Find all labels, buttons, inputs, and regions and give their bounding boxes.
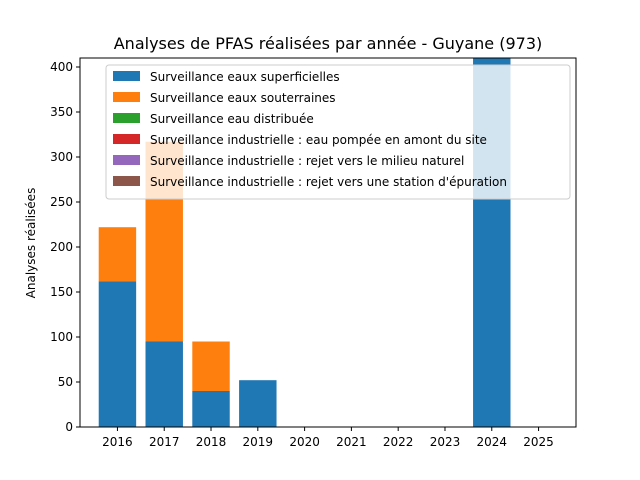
y-tick-label: 100 [50,330,73,344]
x-tick-label: 2016 [102,435,133,449]
y-tick-label: 0 [65,420,73,434]
legend-label-2: Surveillance eau distribuée [150,112,314,126]
y-axis-label: Analyses réalisées [24,188,38,299]
y-tick-label: 400 [50,60,73,74]
legend: Surveillance eaux superficielles Surveill… [105,64,571,200]
bar-segment-1-2018 [192,341,230,391]
bar-segment-0-2018 [192,391,230,427]
legend-swatch-4 [113,155,140,165]
y-tick-label: 300 [50,150,73,164]
x-tick-label: 2023 [430,435,461,449]
legend-label-4: Surveillance industrielle : rejet vers l… [150,154,464,168]
bar-segment-1-2016 [98,227,137,282]
y-tick-label: 200 [50,240,73,254]
legend-label-0: Surveillance eaux superficielles [150,70,340,84]
bar-segment-0-2017 [145,341,183,427]
x-tick-label: 2017 [149,435,180,449]
x-tick-label: 2024 [477,435,508,449]
x-tick-label: 2021 [336,435,367,449]
legend-label-5: Surveillance industrielle : rejet vers u… [150,175,507,189]
x-tick-label: 2020 [289,435,320,449]
y-tick-label: 250 [50,195,73,209]
bar-segment-0-2016 [98,281,137,427]
x-tick-label: 2025 [523,435,554,449]
legend-swatch-2 [113,113,140,123]
x-tick-label: 2018 [196,435,227,449]
legend-label-1: Surveillance eaux souterraines [150,91,336,105]
bar-segment-0-2019 [239,380,277,427]
legend-label-3: Surveillance industrielle : eau pompée e… [150,133,487,147]
legend-box [105,64,571,200]
chart-title: Analyses de PFAS réalisées par année - G… [114,34,543,53]
legend-swatch-3 [113,134,140,144]
legend-swatch-5 [113,176,140,186]
y-tick-label: 350 [50,105,73,119]
y-tick-label: 50 [58,375,73,389]
x-tick-label: 2022 [383,435,414,449]
y-tick-label: 150 [50,285,73,299]
legend-swatch-0 [113,71,140,81]
plot-frame [79,57,577,428]
legend-swatch-1 [113,92,140,102]
x-tick-label: 2019 [243,435,274,449]
axes-layer: 0 50 100 150 200 250 300 350 400 2016 2017 2018 2019… [50,57,577,449]
